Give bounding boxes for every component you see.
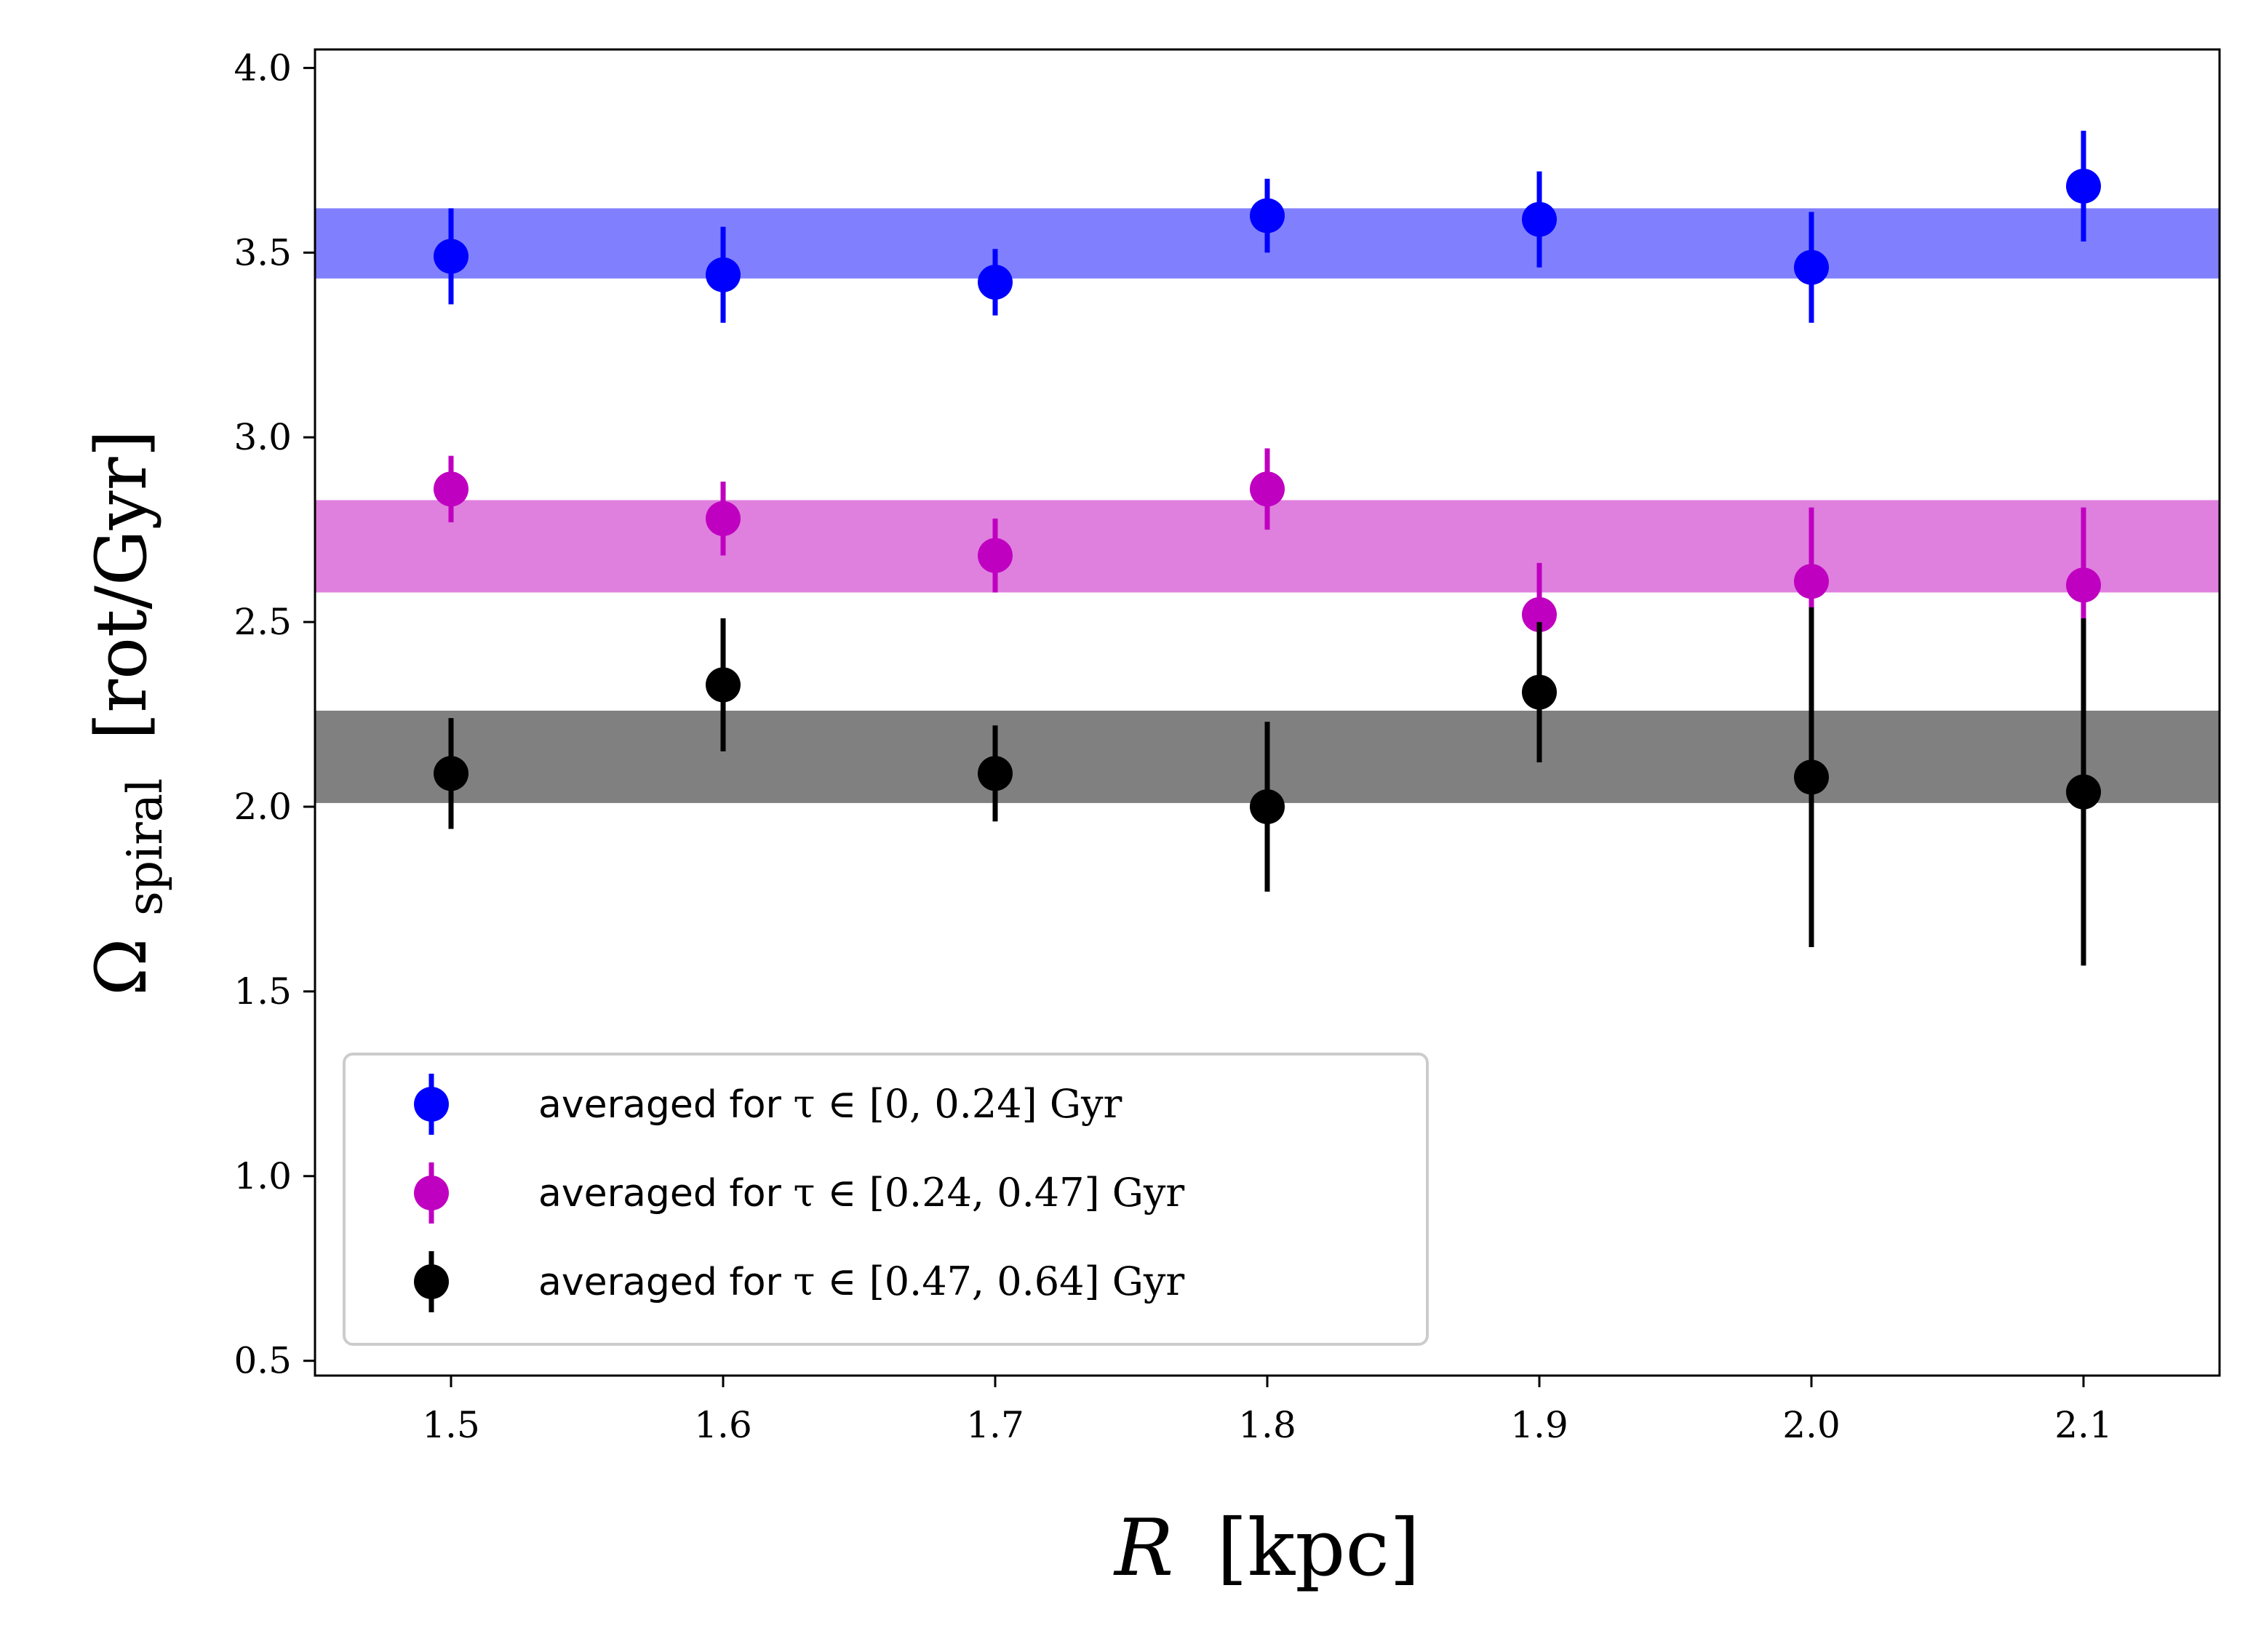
black-series <box>434 607 2101 966</box>
legend-box <box>343 1053 1429 1346</box>
magenta-point <box>706 500 741 536</box>
y-tick-label: 4.0 <box>234 47 292 89</box>
y-axis-subscript: spiral <box>117 778 173 916</box>
legend-marker-point <box>414 1176 449 1210</box>
legend-label-prefix: averaged for <box>538 1083 793 1127</box>
y-tick-label: 3.5 <box>234 231 292 274</box>
y-axis-unit: [rot/Gyr] <box>81 430 162 740</box>
y-tick-label: 2.0 <box>234 786 292 828</box>
black-point <box>1794 759 1829 795</box>
x-tick-label: 2.1 <box>2054 1404 2113 1446</box>
legend-entry-black: averaged for τ ∈ [0.47, 0.64] Gyr <box>414 1251 1184 1312</box>
legend-label-math: τ ∈ [0.24, 0.47] Gyr <box>793 1170 1184 1216</box>
magenta-point <box>1250 471 1285 507</box>
blue-point <box>1794 250 1829 285</box>
y-axis-title: Ω spiral [rot/Gyr] <box>81 430 178 996</box>
magenta-point <box>978 538 1013 573</box>
series-layer <box>434 130 2101 966</box>
y-tick-label: 2.5 <box>234 601 292 643</box>
y-tick-label: 1.5 <box>234 970 292 1013</box>
blue-point <box>1250 198 1285 234</box>
legend-label: averaged for τ ∈ [0, 0.24] Gyr <box>538 1081 1122 1127</box>
magenta-series <box>434 448 2101 667</box>
x-axis-unit: [kpc] <box>1217 1503 1420 1594</box>
legend-label-prefix: averaged for <box>538 1261 793 1304</box>
y-tick-label: 3.0 <box>234 416 292 458</box>
legend-entry-blue: averaged for τ ∈ [0, 0.24] Gyr <box>414 1074 1122 1135</box>
black-point <box>1522 674 1557 710</box>
black-point <box>1250 789 1285 824</box>
x-tick-label: 1.5 <box>422 1404 480 1446</box>
x-tick-label: 1.6 <box>694 1404 752 1446</box>
blue-series <box>434 130 2101 323</box>
blue-point <box>978 264 1013 300</box>
legend-label-math: τ ∈ [0, 0.24] Gyr <box>793 1081 1122 1127</box>
blue-point <box>434 239 468 274</box>
x-tick-label: 2.0 <box>1782 1404 1841 1446</box>
blue-point <box>706 257 741 292</box>
black-point <box>2066 774 2101 810</box>
x-axis-symbol: R <box>1113 1503 1173 1594</box>
legend-marker-point <box>414 1087 449 1122</box>
magenta-point <box>1794 564 1829 599</box>
legend-label-prefix: averaged for <box>538 1172 793 1216</box>
legend-label-math: τ ∈ [0.47, 0.64] Gyr <box>793 1258 1184 1304</box>
legend-marker-point <box>414 1264 449 1299</box>
x-axis-title: R [kpc] <box>1113 1503 1420 1594</box>
x-tick-label: 1.8 <box>1238 1404 1296 1446</box>
y-tick-label: 1.0 <box>234 1155 292 1197</box>
magenta-point <box>434 471 468 507</box>
legend-label: averaged for τ ∈ [0.24, 0.47] Gyr <box>538 1170 1184 1216</box>
y-tick-label: 0.5 <box>234 1340 292 1382</box>
blue-point <box>1522 201 1557 237</box>
magenta-point <box>2066 567 2101 603</box>
black-point <box>706 667 741 703</box>
y-axis: 0.5 1.0 1.5 2.0 2.5 3.0 3.5 4.0 <box>234 47 315 1382</box>
x-tick-label: 1.9 <box>1510 1404 1568 1446</box>
black-point <box>978 756 1013 791</box>
x-axis: 1.5 1.6 1.7 1.8 1.9 2.0 2.1 <box>422 1376 2113 1446</box>
legend-label: averaged for τ ∈ [0.47, 0.64] Gyr <box>538 1258 1184 1304</box>
magenta-point <box>1522 596 1557 632</box>
y-axis-symbol: Ω <box>81 938 162 997</box>
black-point <box>434 756 468 791</box>
legend-entry-magenta: averaged for τ ∈ [0.24, 0.47] Gyr <box>414 1162 1184 1224</box>
blue-point <box>2066 168 2101 204</box>
x-tick-label: 1.7 <box>966 1404 1024 1446</box>
